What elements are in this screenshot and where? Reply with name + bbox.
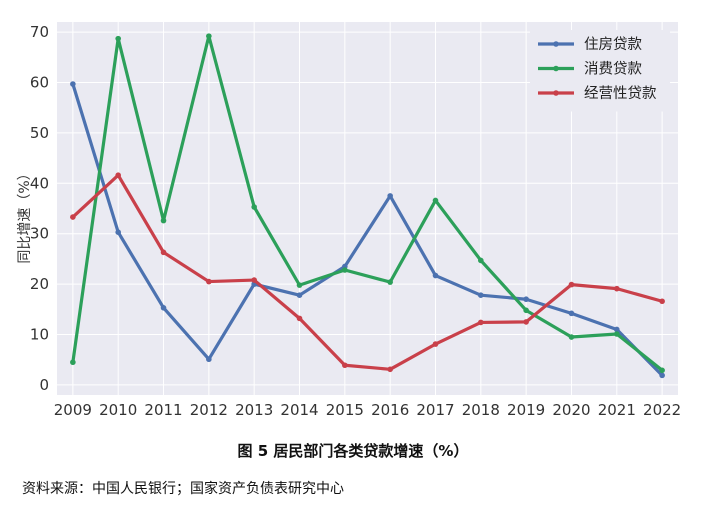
series-point-2	[614, 285, 620, 292]
y-tick-label: 40	[30, 174, 49, 192]
y-tick-label: 10	[30, 326, 49, 344]
series-point-2	[115, 172, 121, 179]
x-tick-label: 2018	[462, 401, 500, 419]
series-group	[70, 33, 665, 379]
line-chart: 0 10 20 30 40 50 60 70 2009 2010 2011 2012 2013 2014…	[17, 22, 681, 419]
series-point-1	[568, 334, 575, 340]
series-point-0	[614, 326, 620, 333]
series-point-2	[659, 298, 665, 305]
x-tick-label: 2015	[326, 401, 364, 419]
y-tick-label: 30	[30, 225, 49, 243]
series-point-2	[523, 319, 529, 325]
legend-label: 经营性贷款	[584, 85, 657, 102]
series-point-1	[115, 35, 121, 42]
series-point-1	[206, 33, 212, 39]
y-tick-label: 60	[30, 73, 49, 91]
series-point-2	[70, 214, 76, 220]
legend-marker	[553, 65, 559, 72]
x-tick-label: 2021	[598, 401, 636, 419]
series-line-1	[71, 34, 664, 372]
series-point-0	[296, 292, 303, 298]
y-axis-label: 同比增速（%）	[17, 166, 33, 263]
series-point-2	[342, 362, 348, 369]
y-tick-label: 70	[30, 23, 49, 41]
x-tick-label: 2022	[643, 401, 681, 419]
series-point-0	[523, 296, 529, 303]
x-axis-ticks: 2009 2010 2011 2012 2013 2014 2015 2016 2017 2018…	[54, 401, 681, 419]
series-point-1	[251, 204, 257, 210]
legend-marker	[553, 41, 559, 47]
x-tick-label: 2017	[416, 401, 454, 419]
y-axis-ticks: 0 10 20 30 40 50 60 70	[30, 23, 49, 394]
legend-marker	[553, 90, 559, 96]
series-point-2	[568, 281, 575, 288]
series-point-1	[342, 267, 348, 273]
series-point-1	[523, 307, 529, 314]
y-tick-label: 50	[30, 124, 49, 142]
series-point-2	[432, 341, 439, 347]
series-point-1	[432, 197, 439, 204]
x-tick-label: 2010	[99, 401, 137, 419]
series-point-0	[659, 372, 665, 379]
series-point-0	[115, 229, 121, 235]
series-point-0	[160, 304, 167, 311]
series-point-0	[206, 356, 212, 363]
x-tick-label: 2013	[235, 401, 273, 419]
legend-label: 住房贷款	[584, 36, 642, 53]
series-point-1	[160, 217, 167, 224]
y-tick-label: 20	[30, 275, 49, 293]
series-point-2	[478, 319, 484, 326]
x-tick-label: 2019	[507, 401, 545, 419]
legend-label: 消费贷款	[584, 61, 642, 78]
x-tick-label: 2016	[371, 401, 409, 419]
series-point-1	[478, 257, 484, 264]
y-tick-label: 0	[39, 376, 49, 394]
series-point-0	[70, 81, 76, 87]
x-tick-label: 2020	[552, 401, 590, 419]
series-point-1	[387, 279, 393, 285]
series-point-2	[251, 277, 257, 283]
series-point-0	[387, 193, 393, 199]
series-point-0	[568, 310, 575, 317]
series-point-1	[70, 359, 76, 366]
series-line-0	[71, 82, 664, 377]
figure-caption: 图 5 居民部门各类贷款增速（%）	[237, 442, 469, 460]
x-tick-label: 2014	[280, 401, 318, 419]
source-note: 资料来源：中国人民银行；国家资产负债表研究中心	[22, 481, 344, 497]
series-line-2	[71, 173, 664, 371]
series-point-0	[478, 292, 484, 298]
series-point-2	[206, 278, 212, 285]
series-point-1	[296, 282, 303, 288]
x-tick-label: 2012	[190, 401, 228, 419]
x-tick-label: 2009	[54, 401, 92, 419]
series-point-2	[160, 249, 167, 256]
series-point-1	[614, 331, 620, 337]
series-point-0	[432, 272, 439, 279]
series-point-1	[659, 367, 665, 374]
series-point-2	[296, 315, 303, 322]
x-tick-label: 2011	[144, 401, 182, 419]
series-point-2	[387, 366, 393, 373]
